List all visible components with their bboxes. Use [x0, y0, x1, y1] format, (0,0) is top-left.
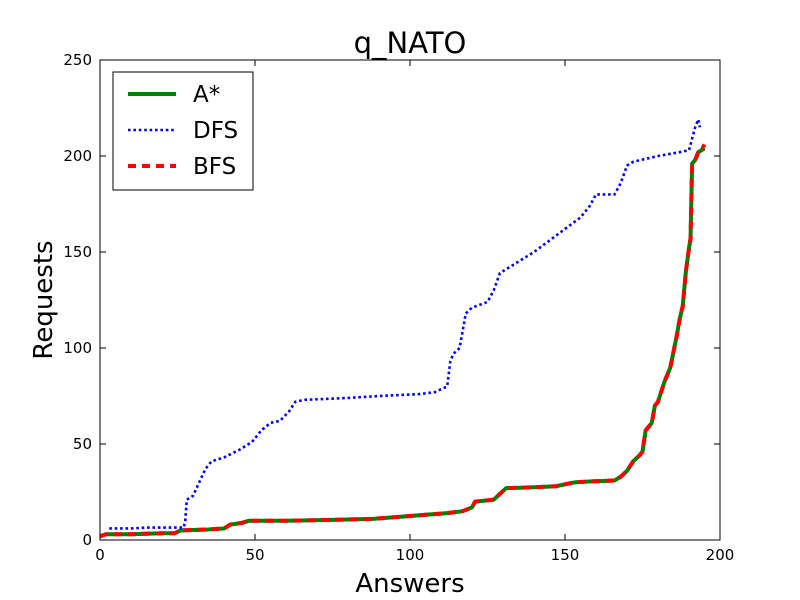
legend-label-0: A*	[193, 82, 220, 108]
y-tick-label: 50	[73, 435, 92, 453]
y-tick-label: 100	[63, 339, 92, 357]
x-tick-label: 0	[95, 546, 105, 564]
y-tick-label: 250	[63, 51, 92, 69]
legend-label-2: BFS	[193, 154, 236, 180]
plot-area: 0 50 100 150 200 0 50 100 150 200 250 A* DFS BFS	[63, 51, 734, 564]
legend-box	[112, 71, 254, 191]
x-tick-label: 200	[706, 546, 735, 564]
x-axis-title: Answers	[355, 569, 464, 599]
x-tick-label: 50	[245, 546, 264, 564]
y-tick-label: 0	[82, 531, 92, 549]
x-tick-label: 100	[396, 546, 425, 564]
series-line-2	[100, 143, 707, 539]
y-tick-label: 200	[63, 147, 92, 165]
y-axis-title: Requests	[29, 240, 59, 359]
y-tick-label: 150	[63, 243, 92, 261]
chart-title: q_NATO	[354, 26, 467, 60]
legend-label-1: DFS	[193, 118, 238, 144]
series-line-1	[109, 118, 702, 530]
x-tick-label: 150	[551, 546, 580, 564]
